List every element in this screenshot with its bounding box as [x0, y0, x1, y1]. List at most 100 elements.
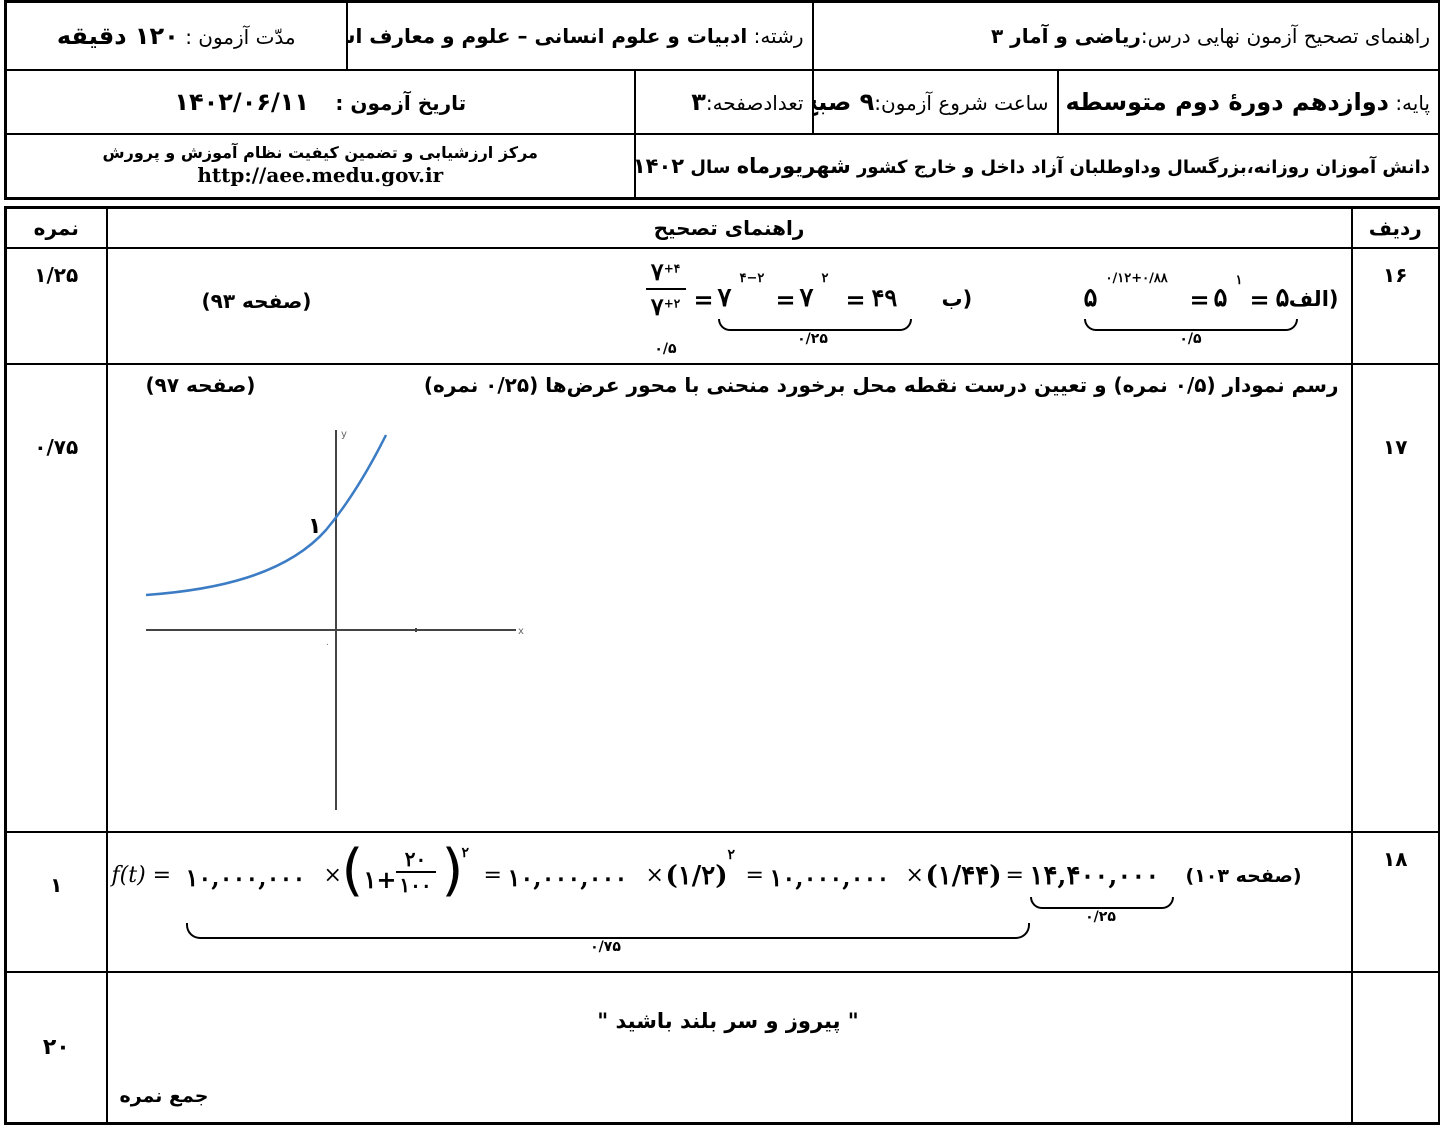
alef-equals: =	[1189, 285, 1210, 314]
q18-one-plus: ۱+	[363, 865, 397, 894]
month-text: شهریورماه	[736, 153, 851, 178]
exponential-curve	[145, 434, 387, 597]
header-field-cell: رشته: ادبیات و علوم انسانی – علوم و معار…	[345, 0, 814, 71]
q18-equals-3: =	[1005, 863, 1024, 888]
alef-exponent2: ۱	[1235, 273, 1243, 288]
answer-table-header: ردیف راهنمای تصحیح نمره	[4, 206, 1440, 249]
total-row: " پیروز و سر بلند باشید " جمع نمره ۲۰	[4, 971, 1440, 1125]
grade-prefix: پایه:	[1395, 90, 1430, 115]
part-be-label: ب)	[941, 287, 973, 311]
pages-value: ۳	[691, 87, 706, 116]
q18-mid-term: (۱/۲)	[665, 861, 728, 891]
alef-result: ۵	[1275, 283, 1290, 313]
col-header-score: نمره	[4, 206, 108, 249]
header-pages-cell: تعدادصفحه:۳	[633, 68, 814, 135]
q18-result-underbrace	[1029, 897, 1174, 909]
header-grade-cell: پایه: دوازدهم دورهٔ دوم متوسطه	[1056, 68, 1440, 135]
q18-base-3: ۱۰,۰۰۰,۰۰۰	[769, 863, 890, 892]
col-header-row: ردیف	[1350, 206, 1440, 249]
q18-main-underbrace	[185, 923, 1030, 939]
q16-page-ref: (صفحه ۹۳)	[201, 289, 312, 313]
center-url[interactable]: http://aee.medu.gov.ir	[197, 163, 444, 188]
table-row: ۱۸ f(t) = ۱۰,۰۰۰,۰۰۰ × ( ۱+ ۲۰ ۱۰۰ ) ۲ =…	[4, 831, 1440, 973]
q18-close-paren: )	[441, 838, 464, 903]
q18-times-3: ×	[905, 863, 924, 888]
part-alef-label: الف)	[1288, 287, 1339, 311]
header-center-cell: مرکز ارزشیابی و تضمین کیفیت نظام آموزش و…	[4, 132, 636, 200]
pages-prefix: تعدادصفحه:	[705, 90, 804, 115]
message-cell: " پیروز و سر بلند باشید " جمع نمره	[105, 971, 1353, 1125]
q18-third-term: (۱/۴۴)	[925, 861, 1002, 891]
be-base1: ۷	[717, 283, 732, 313]
year-prefix: سال	[690, 156, 731, 178]
alef-base: ۵	[1083, 283, 1098, 313]
q18-function: f(t) =	[111, 863, 172, 888]
header-date-cell: تاریخ آزمون : ۱۴۰۲/۰۶/۱۱	[4, 68, 636, 135]
be-base2: ۷	[799, 283, 814, 313]
x-axis-label: x	[518, 626, 524, 637]
answer-cell-q17: رسم نمودار (۰/۵ نمره) و تعیین درست نقطه …	[105, 363, 1353, 833]
date-value: ۱۴۰۲/۰۶/۱۱	[174, 87, 310, 116]
time-value: ۹ صبح	[815, 87, 875, 116]
be-frac-mark: ۰/۵	[654, 341, 677, 357]
be-den-exp: +۲	[663, 296, 681, 311]
be-den-base: ۷	[650, 292, 664, 321]
q18-base-1: ۱۰,۰۰۰,۰۰۰	[185, 863, 306, 892]
guide-prefix: راهنمای تصحیح آزمون نهایی درس:	[1140, 23, 1430, 48]
q18-fraction: ۲۰ ۱۰۰	[395, 847, 436, 897]
field-name: ادبیات و علوم انسانی – علوم و معارف اسلا…	[349, 23, 748, 48]
closing-message: " پیروز و سر بلند باشید "	[597, 1009, 859, 1033]
be-fraction-denominator: ۷+۲	[646, 290, 686, 321]
alef-exponent: ۰/۱۲+۰/۸۸	[1105, 271, 1168, 286]
be-equals3: =	[845, 285, 866, 314]
answer-cell-q18: f(t) = ۱۰,۰۰۰,۰۰۰ × ( ۱+ ۲۰ ۱۰۰ ) ۲ = ۱۰…	[105, 831, 1353, 973]
exponential-graph: y x ۱ ۰	[145, 429, 524, 810]
table-row: ۱۷ رسم نمودار (۰/۵ نمره) و تعیین درست نق…	[4, 363, 1440, 833]
duration-label: مدّت آزمون :	[185, 24, 296, 49]
header-time-cell: ساعت شروع آزمون:۹ صبح	[811, 68, 1059, 135]
table-row: ۱۶ الف) ۵ ۰/۱۲+۰/۸۸ = ۵ ۱ = ۵ ۰/۵ ب)	[4, 247, 1440, 365]
total-label: جمع نمره	[119, 1085, 209, 1107]
q18-frac-den: ۱۰۰	[399, 873, 432, 897]
duration-value: ۱۲۰ دقیقه	[56, 21, 179, 50]
q18-open-paren: (	[341, 838, 364, 903]
year-value: ۱۴۰۲	[634, 153, 685, 178]
center-name: مرکز ارزشیابی و تضمین کیفیت نظام آموزش و…	[102, 143, 538, 163]
q18-result: ۱۴,۴۰۰,۰۰۰	[1029, 861, 1160, 891]
header-duration-cell: مدّت آزمون : ۱۲۰ دقیقه	[4, 0, 348, 71]
alef-mark: ۰/۵	[1179, 331, 1202, 347]
time-prefix: ساعت شروع آزمون:	[874, 90, 1049, 115]
row-number: ۱۶	[1350, 247, 1440, 365]
q17-page-ref: (صفحه ۹۷)	[145, 373, 256, 397]
be-num-base: ۷	[650, 257, 664, 286]
field-prefix: رشته:	[753, 23, 804, 48]
be-fraction: ۷+۴ ۷+۲	[645, 257, 686, 321]
grade-value: دوازدهم دورهٔ دوم متوسطه	[1065, 87, 1389, 116]
be-mark: ۰/۲۵	[797, 331, 828, 347]
row-number: ۱۷	[1350, 363, 1440, 833]
exam-header: راهنمای تصحیح آزمون نهایی درس:ریاضی و آم…	[4, 0, 1440, 200]
be-result: ۴۹	[871, 283, 898, 312]
origin-label: ۰	[325, 640, 330, 650]
answer-table: ردیف راهنمای تصحیح نمره ۱۶ الف) ۵ ۰/۱۲+۰…	[4, 206, 1440, 1125]
col-header-guide: راهنمای تصحیح	[105, 206, 1353, 249]
be-equals: =	[693, 285, 714, 314]
row-number: ۱۸	[1350, 831, 1440, 973]
total-score: ۲۰	[4, 971, 108, 1125]
y-axis-label: y	[341, 429, 347, 440]
empty-row-number	[1350, 971, 1440, 1125]
header-subject-cell: راهنمای تصحیح آزمون نهایی درس:ریاضی و آم…	[811, 0, 1440, 71]
alef-equals2: =	[1249, 285, 1270, 314]
row-score: ۰/۷۵	[4, 363, 108, 833]
q17-instruction: رسم نمودار (۰/۵ نمره) و تعیین درست نقطه …	[423, 373, 1339, 397]
y-intercept-label: ۱	[308, 514, 321, 539]
row-score: ۱/۲۵	[4, 247, 108, 365]
q18-frac-num: ۲۰	[395, 847, 436, 873]
be-fraction-numerator: ۷+۴	[645, 257, 686, 290]
answer-cell-q16: الف) ۵ ۰/۱۲+۰/۸۸ = ۵ ۱ = ۵ ۰/۵ ب) ۷+۴	[105, 247, 1353, 365]
row-score: ۱	[4, 831, 108, 973]
q18-square: ۲	[461, 845, 470, 861]
alef-base2: ۵	[1213, 283, 1228, 313]
be-underbrace	[717, 319, 912, 331]
